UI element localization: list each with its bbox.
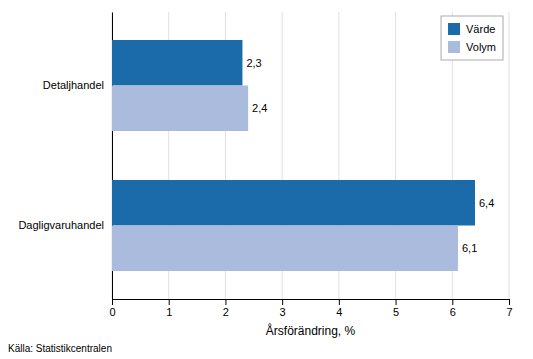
y-tick: Detaljhandel (43, 79, 112, 91)
grid (112, 12, 509, 299)
x-tick-label: 2 (223, 306, 229, 318)
x-tick-mark (452, 299, 453, 305)
x-tick-mark (169, 299, 170, 305)
grid-line (509, 12, 510, 299)
x-axis: 0 1 2 3 4 5 6 7 (109, 299, 512, 318)
x-tick: 6 (450, 299, 456, 318)
source: Källa: Statistikcentralen (8, 343, 112, 354)
y-tick: Dagligvaruhandel (18, 219, 112, 231)
x-tick-label: 4 (336, 306, 342, 318)
legend-swatch (448, 23, 460, 35)
x-tick-mark (282, 299, 283, 305)
legend-swatch (448, 41, 460, 53)
x-tick: 7 (506, 299, 512, 318)
x-axis-line (113, 300, 510, 306)
x-tick-label: 3 (280, 306, 286, 318)
x-tick-mark (339, 299, 340, 305)
bar (112, 40, 242, 86)
x-tick: 5 (393, 299, 399, 318)
data-label: 2,4 (252, 102, 267, 114)
bar (112, 86, 248, 132)
series (112, 40, 475, 226)
x-tick: 0 (109, 299, 115, 318)
series (112, 86, 458, 272)
x-tick: 3 (280, 299, 286, 318)
data-label: 6,1 (462, 242, 477, 254)
x-tick-mark (225, 299, 226, 305)
x-tick-mark (112, 299, 113, 305)
x-tick-label: 0 (109, 306, 115, 318)
legend-label: Volym (466, 41, 496, 53)
data-label: 2,3 (246, 57, 261, 69)
bar (112, 226, 458, 272)
x-tick-label: 5 (393, 306, 399, 318)
bars (112, 40, 475, 271)
plot-area: 0 1 2 3 4 5 6 7 Dagligvaruhandel Detaljhandel 6,4 2… (18, 12, 512, 318)
legend-frame (441, 16, 503, 60)
x-tick-mark (396, 299, 397, 305)
x-tick-mark (509, 299, 510, 305)
legend-label: Värde (466, 23, 495, 35)
x-tick: 4 (336, 299, 342, 318)
data-labels: 6,4 2,3 6,1 2,4 (246, 57, 494, 255)
bar (112, 180, 475, 226)
x-tick-label: 1 (166, 306, 172, 318)
y-tick-label: Detaljhandel (43, 79, 104, 91)
y-axis: Dagligvaruhandel Detaljhandel (18, 13, 112, 300)
data-label: 6,4 (479, 197, 494, 209)
x-tick: 2 (223, 299, 229, 318)
legend: Värde Volym (441, 16, 503, 60)
x-tick-label: 6 (450, 306, 456, 318)
x-tick: 1 (166, 299, 172, 318)
x-axis-title: Årsförändring, % (266, 323, 356, 338)
y-tick-label: Dagligvaruhandel (18, 219, 104, 231)
x-tick-label: 7 (506, 306, 512, 318)
chart: 0 1 2 3 4 5 6 7 Dagligvaruhandel Detaljhandel 6,4 2… (0, 0, 533, 359)
